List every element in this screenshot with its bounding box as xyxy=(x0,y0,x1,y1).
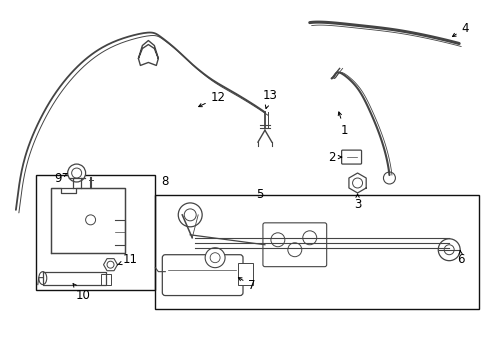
Ellipse shape xyxy=(39,272,47,285)
FancyBboxPatch shape xyxy=(101,274,110,285)
Text: 8: 8 xyxy=(162,175,169,189)
Circle shape xyxy=(205,248,224,268)
Circle shape xyxy=(178,203,202,227)
Text: 10: 10 xyxy=(73,284,90,302)
Text: 9: 9 xyxy=(54,171,67,185)
Circle shape xyxy=(437,239,459,261)
Circle shape xyxy=(383,172,395,184)
Text: 6: 6 xyxy=(456,250,464,266)
Bar xyxy=(155,195,478,310)
Text: 4: 4 xyxy=(451,22,468,36)
Text: 13: 13 xyxy=(262,89,277,109)
Text: 7: 7 xyxy=(238,278,255,292)
Text: 2: 2 xyxy=(327,150,341,163)
Text: 11: 11 xyxy=(117,253,138,266)
FancyBboxPatch shape xyxy=(238,263,252,285)
Text: 12: 12 xyxy=(198,91,225,107)
Circle shape xyxy=(67,164,85,182)
Text: 5: 5 xyxy=(256,188,263,202)
Text: 3: 3 xyxy=(353,194,361,211)
Bar xyxy=(36,175,155,289)
FancyBboxPatch shape xyxy=(162,255,243,296)
FancyBboxPatch shape xyxy=(341,150,361,164)
Text: 1: 1 xyxy=(338,112,347,137)
